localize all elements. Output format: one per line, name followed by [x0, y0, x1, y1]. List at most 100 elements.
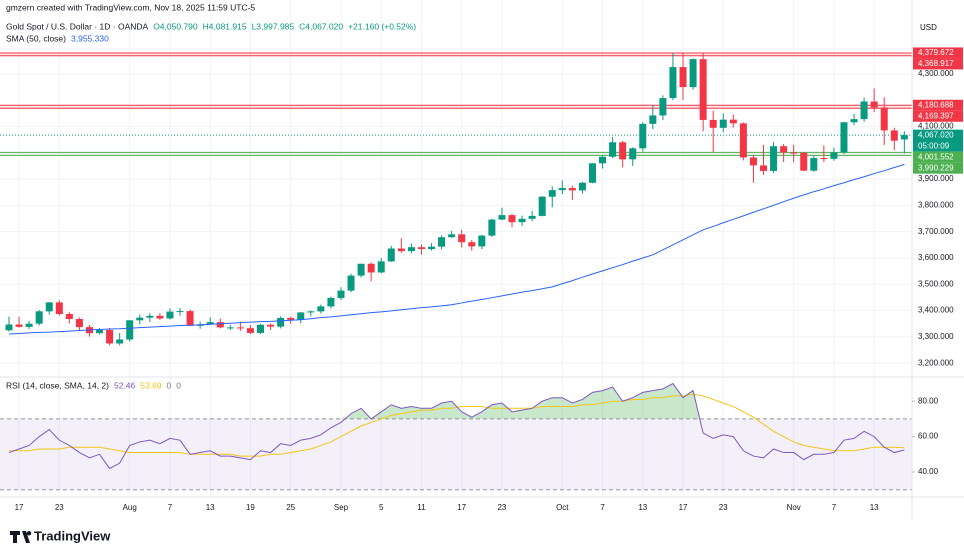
rsi-name: RSI (14, close, SMA, 14, 2): [6, 380, 109, 390]
price-tag: [913, 58, 963, 70]
rsi-overbought-fill: [9, 383, 905, 419]
x-tick-label: 13: [870, 503, 879, 512]
candle-body: [739, 123, 747, 158]
candle-body: [498, 215, 506, 220]
candle-body: [236, 327, 244, 329]
price-tag-label: 4,001.552: [918, 152, 954, 161]
ohlc-label: C4,067.020: [299, 21, 343, 31]
x-tick-label: 23: [719, 503, 728, 512]
candle-body: [15, 324, 23, 327]
candle-body: [568, 188, 576, 191]
candle-body: [558, 188, 566, 191]
sma-value: 3,955.330: [71, 33, 109, 43]
candle-body: [840, 122, 848, 153]
candle-body: [317, 306, 325, 312]
candle-body: [749, 157, 757, 166]
x-tick-label: 17: [679, 503, 688, 512]
x-tick-label: 17: [15, 503, 24, 512]
x-tick-label: 17: [457, 503, 466, 512]
y-tick-label: 4,100.000: [918, 122, 954, 131]
candle-body: [337, 290, 345, 298]
candle-body: [609, 142, 617, 157]
candle-body: [126, 320, 134, 340]
candle-body: [679, 67, 687, 88]
candle-body: [206, 322, 214, 325]
candle-body: [548, 190, 556, 197]
price-tag: [913, 47, 963, 59]
candle-body: [65, 313, 73, 319]
candle-body: [880, 107, 888, 131]
price-tag-label: 3,990.229: [918, 163, 954, 172]
candle-body: [176, 311, 184, 313]
candle-body: [96, 330, 104, 334]
price-tag: [913, 129, 963, 152]
candle-body: [870, 101, 878, 108]
candle-body: [518, 218, 526, 223]
y-tick-label: 3,500.000: [918, 279, 954, 288]
candle-body: [790, 152, 798, 154]
x-tick-label: 23: [55, 503, 64, 512]
candle-body: [770, 146, 778, 171]
candle-body: [478, 235, 486, 247]
candle-body: [357, 263, 365, 276]
candle-body: [377, 261, 385, 273]
candle-body: [146, 315, 154, 318]
candle-body: [367, 263, 375, 273]
candle-body: [25, 323, 33, 327]
rsi-pane: [0, 382, 912, 491]
sma-line: [8, 164, 905, 335]
candle-body: [257, 324, 264, 333]
brand-name: TradingView: [34, 528, 111, 543]
candle-body: [458, 234, 466, 243]
candle-body: [417, 247, 425, 250]
x-tick-label: Nov: [787, 503, 801, 512]
candle-body: [216, 322, 224, 328]
candle-body: [850, 119, 858, 123]
x-tick-label: 25: [286, 503, 295, 512]
candle-body: [156, 315, 164, 319]
candle-body: [297, 312, 305, 320]
candle-body: [699, 59, 707, 120]
x-tick-label: Oct: [556, 503, 569, 512]
candle-body: [599, 156, 607, 164]
candle-body: [35, 311, 43, 324]
price-tag: [913, 110, 963, 122]
candle-body: [830, 152, 838, 159]
y-tick-label: 4,300.000: [918, 69, 954, 78]
rsi-ma-value: 53.69: [140, 380, 162, 390]
price-tag-label: 05:00:09: [918, 141, 950, 150]
rsi-band: [0, 418, 912, 490]
candle-body: [639, 123, 647, 149]
candle-body: [689, 59, 697, 88]
price-tag-label: 4,067.020: [918, 130, 954, 139]
candle-body: [508, 215, 516, 223]
candle-body: [659, 98, 667, 116]
price-pane: [5, 52, 908, 346]
candle-body: [538, 196, 546, 216]
candle-body: [438, 237, 446, 247]
x-tick-label: 7: [600, 503, 605, 512]
rsi-tick-label: 40.00: [918, 467, 939, 476]
y-tick-label: 3,700.000: [918, 227, 954, 236]
candle-body: [810, 158, 818, 171]
rsi-tick-label: 60.00: [918, 432, 939, 441]
levels: [0, 52, 912, 156]
price-tag-label: 4,169.397: [918, 111, 954, 120]
candle-body: [55, 302, 63, 314]
y-tick-label: 3,900.000: [918, 174, 954, 183]
x-tick-label: 19: [246, 503, 255, 512]
candle-body: [327, 297, 335, 307]
candle-body: [729, 119, 737, 124]
x-tick-label: 5: [379, 503, 384, 512]
candle-body: [5, 324, 13, 331]
candle-body: [488, 219, 496, 236]
candle-body: [448, 234, 456, 238]
price-tag-label: 4,180.688: [918, 100, 954, 109]
ohlc-label: L3,997.985: [252, 21, 295, 31]
price-tag-label: 4,379.672: [918, 48, 954, 57]
rsi-value: 52.46: [114, 380, 136, 390]
price-tag: [913, 162, 963, 174]
x-tick-label: 11: [417, 503, 426, 512]
grid: [0, 0, 912, 497]
